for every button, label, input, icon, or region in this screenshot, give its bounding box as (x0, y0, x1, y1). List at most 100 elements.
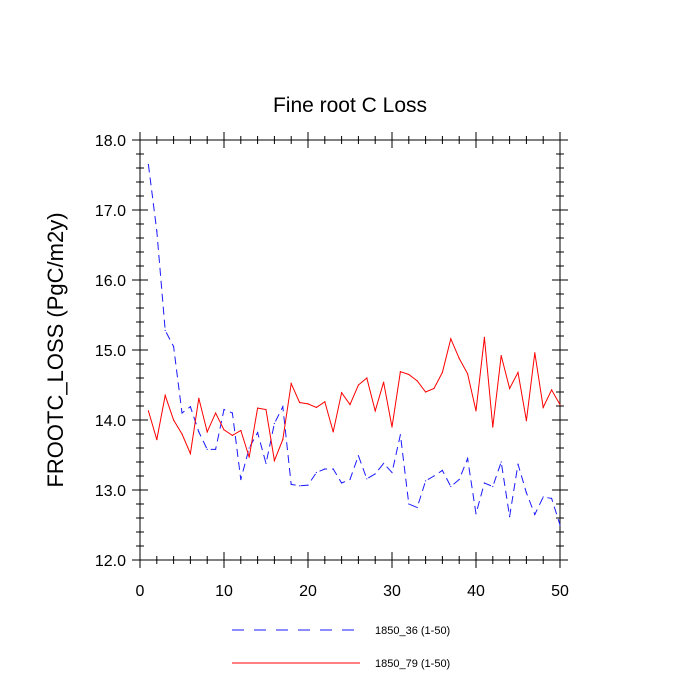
data-point (307, 403, 309, 405)
data-point (173, 345, 175, 348)
data-point (408, 503, 410, 505)
data-point (299, 401, 301, 404)
data-point (551, 497, 553, 499)
data-point (534, 352, 536, 354)
data-point (206, 448, 208, 450)
data-point (282, 406, 284, 408)
data-point (408, 373, 410, 376)
data-point (542, 406, 544, 408)
data-point (156, 230, 158, 232)
data-point (416, 380, 418, 382)
x-tick-label: 50 (551, 583, 569, 600)
y-axis-label: FROOTC_LOSS (PgC/m2y) (43, 212, 68, 487)
data-point (433, 475, 435, 477)
x-tick-label: 0 (136, 583, 145, 600)
data-point (341, 482, 343, 484)
series-2 (147, 336, 561, 463)
data-point (391, 426, 393, 428)
data-point (492, 485, 494, 488)
data-point (341, 392, 343, 394)
data-point (198, 431, 200, 433)
data-point (500, 355, 502, 357)
legend-label: 1850_79 (1-50) (375, 658, 450, 670)
y-tick-label: 12.0 (95, 553, 126, 570)
data-point (181, 412, 183, 414)
data-point (475, 410, 477, 412)
data-point (425, 480, 427, 482)
data-point (231, 434, 233, 436)
data-point (206, 431, 208, 433)
legend-label: 1850_36 (1-50) (375, 625, 450, 637)
data-point (509, 387, 511, 390)
data-point (542, 496, 544, 498)
data-point (399, 434, 401, 436)
axis-ticks (132, 132, 568, 568)
data-point (307, 484, 309, 486)
data-point (458, 478, 460, 481)
data-point (257, 432, 259, 434)
y-tick-label: 13.0 (95, 483, 126, 500)
data-point (164, 394, 166, 397)
data-point (450, 338, 452, 340)
data-point (257, 407, 259, 409)
data-point (282, 439, 284, 441)
series-line (147, 164, 561, 526)
data-point (525, 492, 528, 494)
data-point (357, 455, 359, 457)
data-point (391, 471, 393, 474)
data-point (509, 516, 511, 518)
data-point (467, 457, 469, 460)
data-point (173, 419, 175, 421)
data-point (299, 485, 301, 487)
data-point (500, 461, 502, 463)
data-point (475, 513, 477, 515)
data-point (383, 462, 385, 464)
data-point (223, 408, 225, 411)
y-tick-label: 18.0 (95, 133, 126, 150)
data-point (366, 478, 368, 480)
data-point (332, 431, 334, 433)
data-point (450, 485, 452, 488)
data-point (315, 406, 317, 408)
y-tick-labels: 12.0 13.0 14.0 15.0 16.0 17.0 18.0 (95, 133, 126, 570)
data-point (231, 412, 233, 414)
x-tick-label: 10 (215, 583, 233, 600)
data-point (273, 460, 275, 462)
data-point (198, 397, 200, 399)
data-point (324, 401, 326, 403)
data-point (147, 410, 149, 412)
x-tick-label: 40 (467, 583, 485, 600)
data-point (399, 371, 401, 373)
data-point (374, 473, 376, 475)
y-tick-label: 14.0 (95, 413, 126, 430)
data-point (366, 377, 368, 379)
data-point (517, 371, 519, 373)
data-point (189, 453, 191, 455)
data-point (324, 468, 326, 470)
data-point (357, 384, 359, 386)
data-point (467, 373, 469, 375)
data-point (290, 383, 292, 385)
x-tick-label: 30 (383, 583, 401, 600)
data-point (315, 471, 317, 474)
data-point (189, 406, 191, 408)
series-lines (147, 163, 561, 526)
data-point (433, 387, 435, 390)
data-point (483, 336, 485, 338)
data-point (215, 448, 217, 450)
data-point (332, 468, 334, 470)
data-point (265, 408, 267, 411)
data-point (240, 429, 242, 432)
data-point (416, 506, 418, 509)
data-point (156, 439, 158, 441)
series-line (147, 337, 561, 463)
plot-frame (139, 139, 561, 561)
data-point (349, 478, 351, 481)
legend: 1850_36 (1-50) 1850_79 (1-50) (232, 625, 450, 670)
data-point (534, 513, 536, 516)
data-point (164, 329, 166, 331)
data-point (492, 426, 494, 428)
data-point (248, 456, 250, 458)
data-point (223, 429, 225, 431)
